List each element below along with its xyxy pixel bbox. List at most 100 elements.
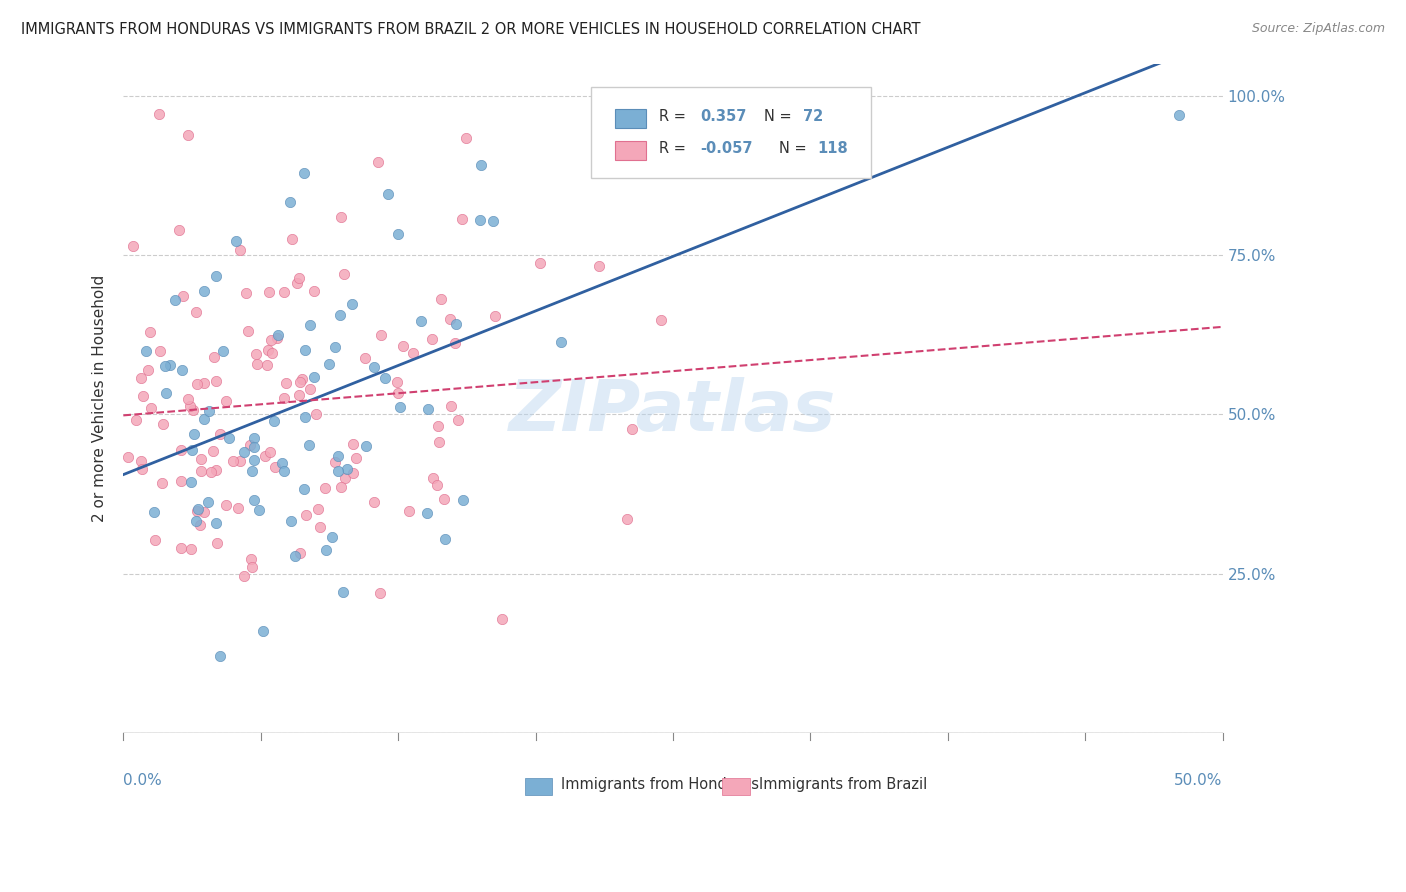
Point xyxy=(121,238,143,252)
Point xyxy=(329,309,352,323)
Point xyxy=(150,475,173,490)
Point xyxy=(240,560,263,574)
Point xyxy=(427,435,450,450)
Point xyxy=(333,471,356,485)
Point xyxy=(155,386,177,401)
Text: 118: 118 xyxy=(817,142,848,156)
Point xyxy=(426,418,449,433)
Point xyxy=(172,289,194,303)
Point xyxy=(215,394,238,409)
Point xyxy=(239,438,262,452)
Point xyxy=(152,417,174,431)
Point xyxy=(295,508,318,522)
Text: 72: 72 xyxy=(803,110,823,124)
Point xyxy=(304,370,326,384)
Point xyxy=(179,400,201,414)
Point xyxy=(315,481,337,495)
Point xyxy=(183,427,205,442)
Point xyxy=(288,387,311,401)
Text: Immigrants from Brazil: Immigrants from Brazil xyxy=(759,777,927,792)
Point xyxy=(630,162,652,177)
Point xyxy=(225,234,247,248)
Point xyxy=(298,438,321,452)
Point xyxy=(139,401,162,415)
Point xyxy=(205,374,228,388)
Point xyxy=(309,520,332,534)
Point xyxy=(172,363,194,377)
Point xyxy=(184,514,207,528)
Point xyxy=(451,492,474,507)
Point xyxy=(292,165,315,179)
Point xyxy=(280,514,302,528)
Point xyxy=(342,437,364,451)
Point xyxy=(385,375,408,389)
Point xyxy=(186,377,208,392)
Point xyxy=(329,211,352,225)
Point xyxy=(285,276,308,290)
Point xyxy=(153,359,176,374)
Point xyxy=(260,345,283,359)
Text: Immigrants from Honduras: Immigrants from Honduras xyxy=(561,777,759,792)
Point xyxy=(204,268,226,283)
Point xyxy=(294,409,316,424)
Point xyxy=(132,389,155,403)
Point xyxy=(650,313,672,327)
Point xyxy=(446,317,468,331)
Point xyxy=(620,422,643,436)
FancyBboxPatch shape xyxy=(723,779,749,795)
Point xyxy=(180,542,202,557)
Point xyxy=(257,285,280,299)
Point xyxy=(796,140,818,154)
Point xyxy=(278,195,301,210)
Point xyxy=(315,543,337,558)
Point xyxy=(588,260,610,274)
Point xyxy=(439,312,461,326)
Point xyxy=(491,612,513,626)
Point xyxy=(392,339,415,353)
Point xyxy=(470,212,492,227)
Point xyxy=(197,404,219,418)
Point xyxy=(288,376,311,390)
Point xyxy=(323,455,346,469)
Point xyxy=(202,350,225,364)
Point xyxy=(202,444,225,458)
Point xyxy=(242,431,264,445)
Point xyxy=(257,343,280,357)
Point xyxy=(181,443,204,458)
Text: ZIPatlas: ZIPatlas xyxy=(509,377,837,446)
Point xyxy=(228,454,250,468)
Point xyxy=(342,297,364,311)
Point xyxy=(221,454,243,468)
Point xyxy=(159,358,181,372)
Point xyxy=(142,505,165,519)
Point xyxy=(482,214,505,228)
Text: R =: R = xyxy=(658,110,690,124)
Point xyxy=(280,232,302,246)
Point xyxy=(177,392,200,406)
Point xyxy=(247,503,270,517)
Point xyxy=(294,343,316,358)
Point xyxy=(186,504,208,518)
Point xyxy=(267,327,290,342)
Point xyxy=(529,255,551,269)
Point xyxy=(321,530,343,544)
Point xyxy=(422,471,444,485)
Point xyxy=(1167,108,1189,122)
Point xyxy=(170,443,193,458)
FancyBboxPatch shape xyxy=(614,109,645,128)
Text: 0.357: 0.357 xyxy=(700,110,747,124)
Point xyxy=(430,293,453,307)
Point xyxy=(228,501,250,516)
Point xyxy=(125,412,148,426)
Point xyxy=(318,357,340,371)
Point xyxy=(728,102,751,116)
Point xyxy=(433,492,456,507)
Point xyxy=(135,343,157,358)
Point xyxy=(190,464,212,478)
Point xyxy=(470,158,492,172)
Point xyxy=(402,346,425,360)
Point xyxy=(420,332,443,346)
Point xyxy=(170,541,193,555)
Point xyxy=(167,222,190,236)
Point xyxy=(418,402,440,417)
